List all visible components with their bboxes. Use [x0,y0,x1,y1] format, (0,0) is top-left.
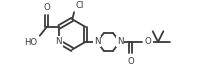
Text: N: N [117,37,123,46]
Text: O: O [127,57,134,66]
Text: N: N [94,37,100,46]
Text: HO: HO [24,38,37,46]
Text: O: O [43,3,50,12]
Text: N: N [55,37,62,46]
Text: Cl: Cl [76,1,84,10]
Text: O: O [145,37,152,46]
